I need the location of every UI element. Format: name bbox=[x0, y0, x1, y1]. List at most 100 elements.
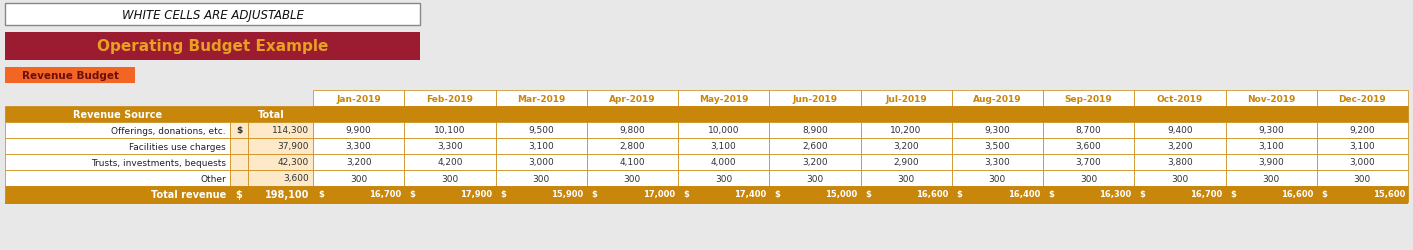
Text: 10,100: 10,100 bbox=[434, 126, 466, 135]
Text: WHITE CELLS ARE ADJUSTABLE: WHITE CELLS ARE ADJUSTABLE bbox=[122, 8, 304, 22]
Text: Revenue Source: Revenue Source bbox=[73, 110, 162, 120]
Bar bbox=[249, 170, 314, 186]
Text: Other: Other bbox=[201, 174, 226, 183]
Text: 9,800: 9,800 bbox=[619, 126, 646, 135]
Text: 2,800: 2,800 bbox=[619, 142, 646, 151]
Bar bbox=[404, 138, 496, 154]
Bar bbox=[1225, 122, 1317, 138]
Text: $: $ bbox=[1139, 190, 1145, 199]
Bar bbox=[314, 138, 404, 154]
Text: 17,000: 17,000 bbox=[643, 190, 675, 199]
Text: 300: 300 bbox=[1171, 174, 1188, 183]
Bar bbox=[1135, 154, 1225, 170]
Bar bbox=[496, 186, 586, 202]
Bar bbox=[769, 91, 861, 106]
Text: 3,000: 3,000 bbox=[528, 158, 554, 167]
Text: 300: 300 bbox=[1080, 174, 1098, 183]
Bar bbox=[314, 170, 404, 186]
Text: 300: 300 bbox=[533, 174, 550, 183]
Bar bbox=[314, 91, 404, 106]
Bar bbox=[952, 122, 1043, 138]
Text: 3,900: 3,900 bbox=[1258, 158, 1284, 167]
Text: 9,300: 9,300 bbox=[985, 126, 1010, 135]
Bar bbox=[861, 138, 952, 154]
Bar bbox=[1043, 122, 1135, 138]
Bar bbox=[404, 186, 496, 202]
Bar bbox=[861, 122, 952, 138]
Text: 4,100: 4,100 bbox=[619, 158, 646, 167]
Bar bbox=[404, 170, 496, 186]
Bar bbox=[249, 154, 314, 170]
Bar bbox=[861, 154, 952, 170]
Text: Apr-2019: Apr-2019 bbox=[609, 94, 656, 103]
Bar bbox=[861, 91, 952, 106]
Text: 3,300: 3,300 bbox=[985, 158, 1010, 167]
Bar bbox=[769, 122, 861, 138]
Text: $: $ bbox=[236, 126, 242, 135]
Bar bbox=[952, 186, 1043, 202]
Text: $: $ bbox=[1321, 190, 1328, 199]
Text: Total: Total bbox=[259, 110, 285, 120]
Bar bbox=[230, 138, 249, 154]
Text: Operating Budget Example: Operating Budget Example bbox=[97, 39, 328, 54]
Text: 300: 300 bbox=[1262, 174, 1280, 183]
Text: $: $ bbox=[592, 190, 598, 199]
Bar bbox=[6, 186, 230, 202]
Text: $: $ bbox=[1048, 190, 1054, 199]
Text: Jan-2019: Jan-2019 bbox=[336, 94, 382, 103]
Bar bbox=[952, 91, 1043, 106]
Bar bbox=[1225, 138, 1317, 154]
Bar bbox=[1317, 170, 1407, 186]
Bar bbox=[6, 33, 420, 61]
Bar bbox=[230, 106, 314, 122]
Text: 114,300: 114,300 bbox=[271, 126, 309, 135]
Text: 2,900: 2,900 bbox=[893, 158, 918, 167]
Bar bbox=[314, 154, 404, 170]
Bar bbox=[6, 154, 230, 170]
Bar bbox=[249, 138, 314, 154]
Bar bbox=[1317, 154, 1407, 170]
Text: 3,100: 3,100 bbox=[711, 142, 736, 151]
Bar bbox=[1135, 186, 1225, 202]
Text: 3,600: 3,600 bbox=[1075, 142, 1102, 151]
Text: 17,400: 17,400 bbox=[733, 190, 766, 199]
Text: 10,200: 10,200 bbox=[890, 126, 921, 135]
Text: $: $ bbox=[957, 190, 962, 199]
Bar bbox=[861, 186, 952, 202]
Text: 8,700: 8,700 bbox=[1075, 126, 1102, 135]
Text: May-2019: May-2019 bbox=[699, 94, 749, 103]
Text: Sep-2019: Sep-2019 bbox=[1065, 94, 1112, 103]
Bar bbox=[952, 154, 1043, 170]
Bar bbox=[1317, 138, 1407, 154]
Text: 15,900: 15,900 bbox=[551, 190, 584, 199]
Bar bbox=[404, 91, 496, 106]
Bar bbox=[230, 154, 249, 170]
Text: 2,600: 2,600 bbox=[803, 142, 828, 151]
Text: 300: 300 bbox=[350, 174, 367, 183]
Bar bbox=[1135, 122, 1225, 138]
Bar bbox=[6, 170, 230, 186]
Text: 10,000: 10,000 bbox=[708, 126, 739, 135]
Bar bbox=[586, 154, 678, 170]
Text: 16,700: 16,700 bbox=[1190, 190, 1222, 199]
Text: Facilities use charges: Facilities use charges bbox=[129, 142, 226, 151]
Bar bbox=[1225, 170, 1317, 186]
Text: 300: 300 bbox=[1354, 174, 1371, 183]
Text: 3,300: 3,300 bbox=[437, 142, 462, 151]
Text: 3,200: 3,200 bbox=[346, 158, 372, 167]
Bar bbox=[404, 122, 496, 138]
Text: 9,200: 9,200 bbox=[1349, 126, 1375, 135]
Bar bbox=[678, 138, 769, 154]
Text: Offerings, donations, etc.: Offerings, donations, etc. bbox=[112, 126, 226, 135]
Bar bbox=[1043, 138, 1135, 154]
Bar bbox=[586, 138, 678, 154]
Bar bbox=[1043, 154, 1135, 170]
Text: 16,600: 16,600 bbox=[1282, 190, 1314, 199]
Text: Feb-2019: Feb-2019 bbox=[427, 94, 473, 103]
Bar bbox=[6, 138, 230, 154]
Bar bbox=[769, 186, 861, 202]
Bar bbox=[769, 138, 861, 154]
Bar bbox=[496, 91, 586, 106]
Bar bbox=[769, 170, 861, 186]
Bar bbox=[1225, 186, 1317, 202]
